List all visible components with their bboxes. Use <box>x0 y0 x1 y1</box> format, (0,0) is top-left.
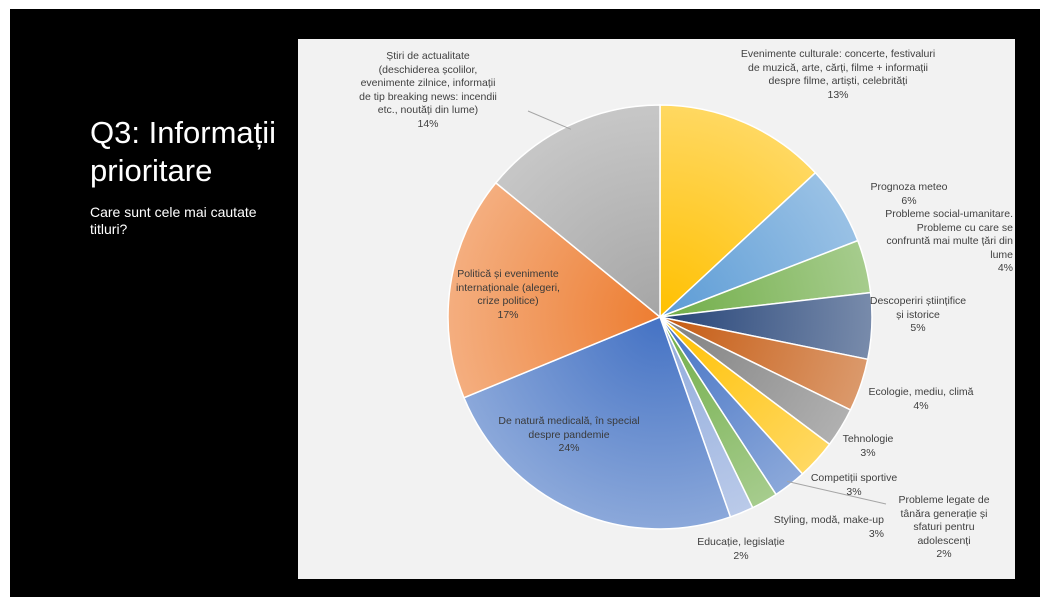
slice-label-name: Ecologie, mediu, climă <box>868 386 974 398</box>
slice-label-youth: Probleme legate de tânăra generație și s… <box>888 494 1000 562</box>
slice-label-styling: Styling, modă, make-up 3% <box>768 514 884 541</box>
slice-label-percent: 4% <box>997 262 1013 274</box>
pie-slice-medical <box>463 316 732 530</box>
slice-label-percent: 24% <box>558 442 580 454</box>
slice-label-medical: De natură medicală, în special despre pa… <box>494 415 644 456</box>
pie-slice-news <box>494 104 661 319</box>
pie-chart <box>447 104 887 530</box>
slice-label-weather: Prognoza meteo 6% <box>866 181 952 208</box>
leader-line-news <box>527 110 572 130</box>
slice-label-name: Competiții sportive <box>810 472 898 484</box>
slice-label-percent: 6% <box>901 194 917 207</box>
slice-label-social: Probleme social-umanitare. Probleme cu c… <box>878 208 1013 276</box>
slice-label-name: Descoperiri științifice și istorice <box>869 295 967 321</box>
slice-label-name: Styling, modă, make-up <box>773 514 884 526</box>
slice-label-technology: Tehnologie 3% <box>831 433 905 460</box>
slice-label-percent: 2% <box>733 549 749 562</box>
slice-label-news: Știri de actualitate (deschiderea școlil… <box>358 50 498 131</box>
slice-label-percent: 3% <box>868 527 884 540</box>
chart-panel: Evenimente culturale: concerte, festival… <box>298 39 1015 579</box>
slice-label-sports: Competiții sportive 3% <box>798 472 910 499</box>
slice-label-name: Evenimente culturale: concerte, festival… <box>740 48 936 87</box>
slice-label-percent: 14% <box>417 117 439 130</box>
slice-label-percent: 5% <box>910 322 926 334</box>
slice-label-percent: 4% <box>913 399 929 412</box>
slice-label-percent: 3% <box>860 446 876 459</box>
slice-label-name: Probleme legate de tânăra generație și s… <box>898 494 990 547</box>
slide-title: Q3: Informații prioritare <box>90 115 277 188</box>
slice-label-name: Politică și evenimente internaționale (a… <box>456 268 560 307</box>
leader-line-youth <box>786 480 887 505</box>
slice-label-name: Știri de actualitate (deschiderea școlil… <box>359 50 497 116</box>
slice-label-politics: Politică și evenimente internaționale (a… <box>448 268 568 322</box>
slide: Q3: Informații prioritare Care sunt cele… <box>10 9 1040 597</box>
slice-label-ecology: Ecologie, mediu, climă 4% <box>855 386 987 413</box>
slice-label-science: Descoperiri științifice și istorice 5% <box>868 295 968 336</box>
slice-label-percent: 3% <box>846 485 862 498</box>
slice-label-percent: 2% <box>936 548 952 560</box>
slice-label-name: De natură medicală, în special despre pa… <box>498 415 640 441</box>
slide-subtitle: Care sunt cele mai cautate titluri? <box>90 204 257 237</box>
slice-label-percent: 13% <box>827 88 849 101</box>
slice-label-name: Educație, legislație <box>697 536 785 548</box>
slice-label-name: Tehnologie <box>842 433 894 445</box>
pie-slice-culture <box>659 104 817 319</box>
slice-label-culture: Evenimente culturale: concerte, festival… <box>738 48 938 102</box>
slice-label-name: Probleme social-umanitare. Probleme cu c… <box>885 208 1013 261</box>
slice-label-education: Educație, legislație 2% <box>683 536 799 563</box>
slice-label-percent: 17% <box>497 308 519 321</box>
pie-slice-politics <box>447 181 662 399</box>
slice-label-name: Prognoza meteo <box>870 181 948 193</box>
